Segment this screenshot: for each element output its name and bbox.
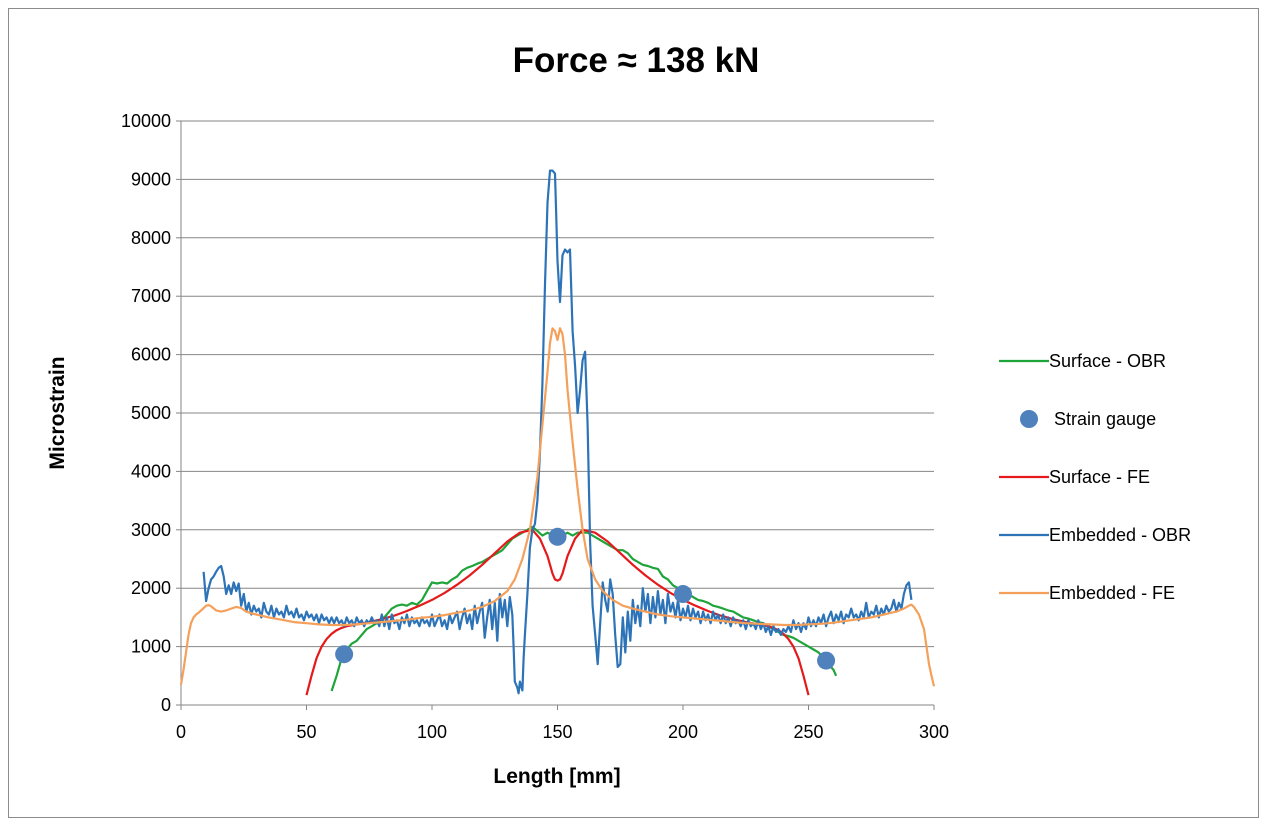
legend-marker (1020, 410, 1038, 428)
strain-gauge-point (548, 527, 567, 546)
gridlines (181, 120, 934, 648)
y-tick-label: 9000 (131, 169, 171, 189)
y-tick-label: 10000 (121, 111, 171, 131)
y-tick-label: 1000 (131, 637, 171, 657)
legend-item-surface-fe: Surface - FE (999, 467, 1150, 487)
strain-gauge-point (817, 651, 836, 670)
y-tick-label: 2000 (131, 578, 171, 598)
legend: Surface - OBR Strain gauge Surface - FE Emb… (999, 351, 1191, 603)
embedded-obr-line (202, 169, 913, 695)
y-axis-title: Microstrain (46, 356, 69, 469)
series (179, 169, 936, 696)
strain-gauge-point (674, 585, 692, 604)
legend-item-embedded-obr: Embedded - OBR (999, 525, 1191, 545)
legend-label: Embedded - OBR (1049, 525, 1191, 545)
x-tick-label: 0 (176, 722, 186, 742)
strain-gauge-point (335, 645, 354, 664)
y-tick-label: 4000 (131, 461, 171, 481)
y-tick-label: 5000 (131, 403, 171, 423)
x-tick-label: 250 (793, 722, 823, 742)
y-tick-labels: 0 1000 2000 3000 4000 5000 6000 7000 8000 9000 100… (121, 111, 171, 715)
x-tick-label: 300 (919, 722, 949, 742)
x-tick-label: 100 (417, 722, 447, 742)
legend-label: Strain gauge (1054, 409, 1156, 429)
y-tick-label: 3000 (131, 520, 171, 540)
embedded-fe-line (179, 327, 936, 687)
x-axis-title: Length [mm] (493, 765, 620, 788)
y-tick-label: 0 (161, 695, 171, 715)
legend-label: Surface - FE (1049, 467, 1150, 487)
surface-obr-line (330, 525, 838, 692)
y-tick-label: 7000 (131, 286, 171, 306)
legend-label: Surface - OBR (1049, 351, 1166, 371)
x-tick-label: 200 (668, 722, 698, 742)
legend-label: Embedded - FE (1049, 583, 1175, 603)
chart-frame: Force ≈ 138 kN 0 1000 2000 3000 4000 5000 6000… (8, 8, 1259, 818)
x-tick-label: 150 (542, 722, 572, 742)
y-tick-label: 8000 (131, 228, 171, 248)
y-tick-label: 6000 (131, 345, 171, 365)
line-chart: Force ≈ 138 kN 0100020003000400050006000… (46, 41, 1191, 788)
chart-title: Force ≈ 138 kN (513, 41, 760, 80)
legend-item-embedded-fe: Embedded - FE (999, 583, 1175, 603)
strain-gauge-markers (335, 527, 836, 670)
legend-item-strain-gauge: Strain gauge (1020, 409, 1156, 429)
x-tick-labels: 0 50 100 150 200 250 300 (176, 722, 949, 742)
x-tick-label: 50 (296, 722, 316, 742)
legend-item-surface-obr: Surface - OBR (999, 351, 1166, 371)
axes (176, 120, 935, 710)
